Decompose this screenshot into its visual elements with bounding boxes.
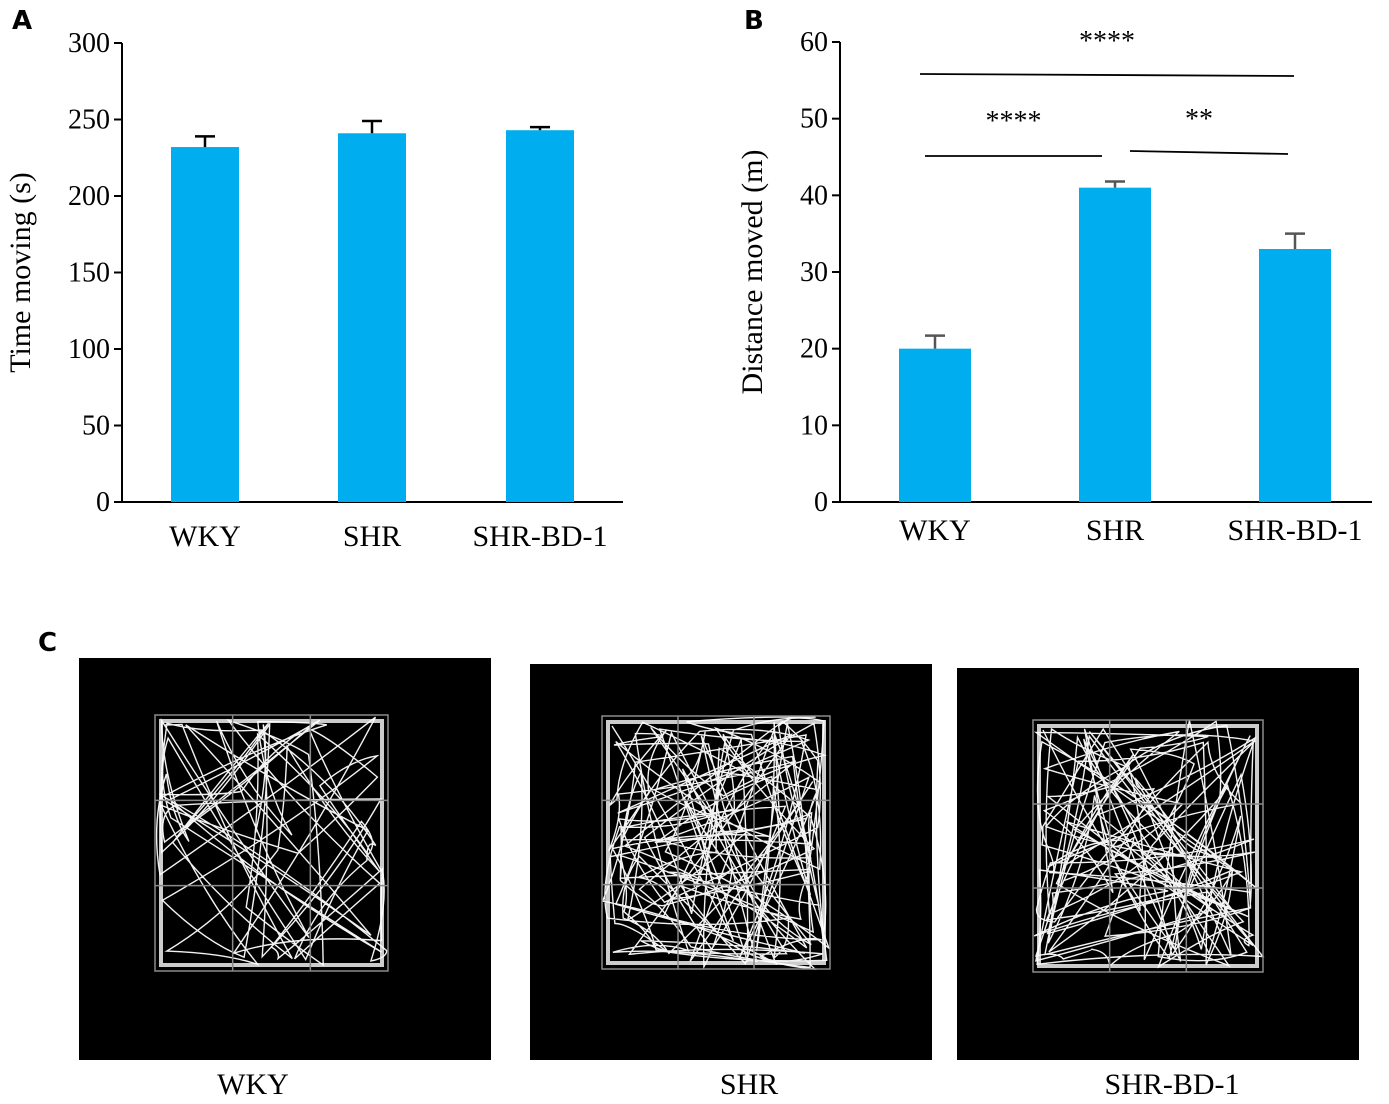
chart-b-y-tick-label: 20 bbox=[800, 334, 828, 365]
chart-b-significance-label: ** bbox=[1185, 104, 1213, 135]
chart-b-significance-label: **** bbox=[1079, 26, 1135, 57]
chart-b-x-tick-label-shr-bd-1: SHR-BD-1 bbox=[1227, 514, 1362, 547]
chart-b-y-axis-label: Distance moved (m) bbox=[736, 150, 769, 395]
chart-a-y-tick-label: 250 bbox=[68, 105, 110, 136]
chart-b-x-tick-label-shr: SHR bbox=[1086, 514, 1144, 547]
track-label-shr: SHR bbox=[719, 1068, 779, 1101]
chart-b-x-tick-label-wky: WKY bbox=[899, 514, 971, 547]
chart-a-y-axis-label: Time moving (s) bbox=[4, 172, 37, 373]
chart-b-significance-line bbox=[1129, 150, 1289, 155]
chart-b-y-tick-label: 60 bbox=[800, 27, 828, 58]
chart-a-y-tick-label: 150 bbox=[68, 258, 110, 289]
chart-b-distance-moved: 0 10 20 30 40 50 60 Distance moved (m) WKY SHR SHR… bbox=[736, 26, 1372, 547]
chart-b-bar-wky bbox=[899, 348, 971, 502]
track-label-shr-bd-1: SHR-BD-1 bbox=[1104, 1068, 1240, 1101]
chart-b-y-tick-label: 30 bbox=[800, 257, 828, 288]
chart-a-y-tick-label: 50 bbox=[82, 411, 110, 442]
chart-a-y-tick-label: 200 bbox=[68, 181, 110, 212]
chart-b-y-tick-label: 40 bbox=[800, 180, 828, 211]
chart-a-bar-shr-bd-1 bbox=[506, 130, 574, 502]
chart-a-y-tick-label: 100 bbox=[68, 334, 110, 365]
track-image-wky bbox=[79, 658, 491, 1060]
chart-b-y-tick-label: 10 bbox=[800, 410, 828, 441]
chart-a-x-tick-label-shr: SHR bbox=[343, 520, 401, 553]
chart-b-significance-line bbox=[919, 73, 1295, 77]
track-0-movement-path bbox=[155, 716, 388, 967]
chart-b-significance-label: **** bbox=[986, 106, 1042, 137]
track-image-shr bbox=[530, 664, 932, 1060]
panel-b-letter: B bbox=[744, 6, 764, 36]
chart-b-y-tick-label: 50 bbox=[800, 104, 828, 135]
track-label-wky: WKY bbox=[217, 1068, 289, 1101]
track-1-edge-trace bbox=[606, 720, 826, 965]
track-0-arena-border bbox=[154, 714, 389, 972]
chart-b-bar-shr-bd-1 bbox=[1259, 249, 1331, 502]
track-1-arena-border bbox=[601, 715, 831, 970]
chart-a-y-tick-label: 300 bbox=[68, 28, 110, 59]
chart-a-x-tick-label-shr-bd-1: SHR-BD-1 bbox=[472, 520, 607, 553]
track-0-edge-trace bbox=[159, 719, 384, 967]
chart-b-bar-shr bbox=[1079, 187, 1151, 502]
track-2-arena-border bbox=[1032, 719, 1264, 973]
chart-a-bar-shr bbox=[338, 133, 406, 502]
chart-a-time-moving: 0 50 100 150 200 250 300 Time moving (s) WKY SHR S… bbox=[4, 28, 623, 553]
track-1-movement-path bbox=[601, 715, 831, 970]
track-2-edge-trace bbox=[1037, 724, 1259, 968]
chart-b-y-tick-label: 0 bbox=[814, 487, 828, 518]
panel-c-letter: C bbox=[38, 628, 58, 658]
track-image-shr-bd-1 bbox=[957, 668, 1359, 1060]
chart-a-y-tick-label: 0 bbox=[96, 487, 110, 518]
chart-a-bar-wky bbox=[171, 147, 239, 503]
track-2-movement-path bbox=[1033, 720, 1265, 969]
panel-a-letter: A bbox=[12, 6, 33, 36]
chart-a-x-tick-label-wky: WKY bbox=[169, 520, 241, 553]
